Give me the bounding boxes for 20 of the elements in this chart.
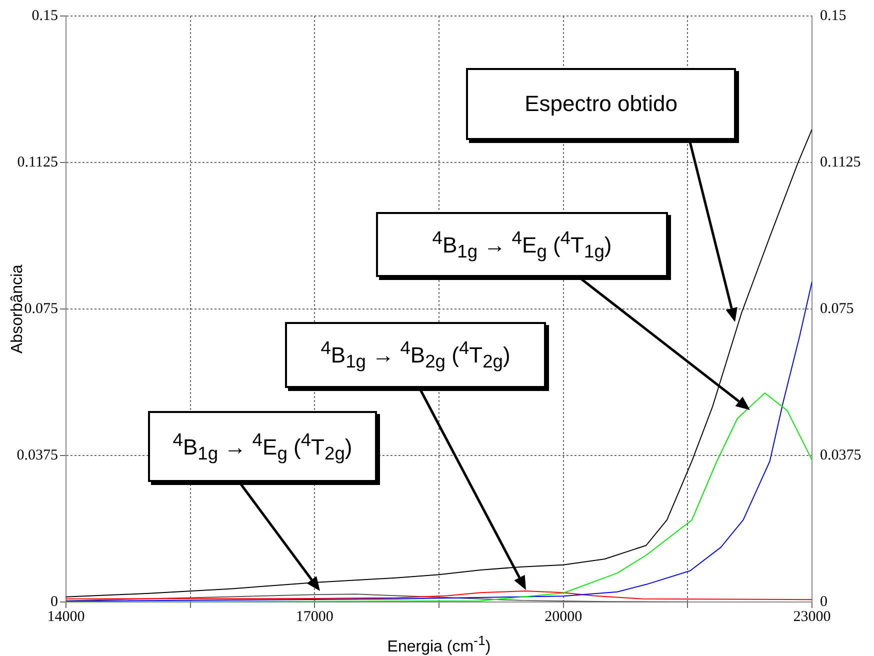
x-tick-label: 14000 — [47, 608, 85, 625]
y2-tick-label: 0.0375 — [820, 447, 862, 464]
y2-tick-label: 0 — [820, 594, 828, 610]
x-tick-label: 23000 — [793, 608, 831, 625]
callout-box: $^{4}$B$_{1g}$ → $^{4}$B$_{2g}$ ($^{4}$T$_{2g}$) — [285, 322, 546, 388]
y-tick-label: 0.1125 — [17, 154, 58, 170]
annotation: Espectro obtido — [524, 91, 678, 117]
y2-tick-label: 0.1125 — [820, 154, 861, 170]
x-tick-label: 17000 — [296, 608, 334, 625]
y-tick-label: 0 — [50, 594, 58, 610]
callout-box: $^{4}$B$_{1g}$ → $^{4}$E$_{g}$ ($^{4}$T$_{2g}$) — [148, 411, 377, 482]
y-tick-label: 0.075 — [24, 300, 58, 317]
y-tick-label: 0.0375 — [16, 447, 58, 464]
y2-tick-label: 0.075 — [820, 300, 854, 317]
callout-box: $^{4}$B$_{1g}$ → $^{4}$E$_{g}$ ($^{4}$T$_{1g}$) — [376, 212, 668, 277]
callout-box: Espectro obtido — [466, 68, 736, 140]
x-axis-title: Energia (cm$^{-1}$) — [386, 632, 492, 656]
y2-tick-label: 0.15 — [820, 8, 846, 24]
y-tick-label: 0.15 — [32, 8, 58, 24]
x-tick-label: 20000 — [544, 608, 582, 625]
